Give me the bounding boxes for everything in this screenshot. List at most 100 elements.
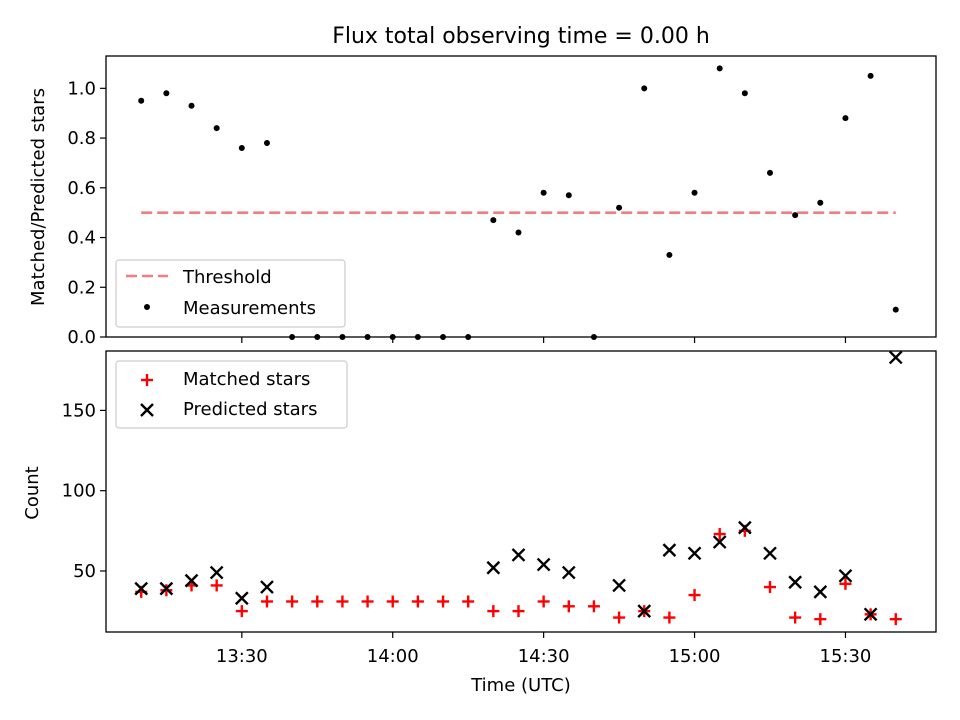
matched-star-point bbox=[487, 605, 500, 618]
measurement-point bbox=[565, 192, 572, 199]
count-y-tick-label: 50 bbox=[73, 561, 96, 582]
predicted-star-point bbox=[134, 581, 149, 596]
measurement-point bbox=[867, 72, 874, 79]
matched-star-point bbox=[437, 595, 450, 608]
predicted-star-point bbox=[184, 573, 199, 588]
predicted-star-point bbox=[788, 575, 803, 590]
chart-title: Flux total observing time = 0.00 h bbox=[332, 24, 710, 49]
predicted-star-point bbox=[687, 546, 702, 561]
measurement-point bbox=[616, 204, 623, 211]
matched-legend-label: Matched stars bbox=[183, 369, 310, 390]
matched-star-point bbox=[764, 581, 776, 594]
predicted-star-point bbox=[209, 565, 224, 580]
x-tick-label: 15:00 bbox=[669, 646, 721, 667]
matched-star-point bbox=[462, 595, 475, 608]
predicted-star-point bbox=[260, 580, 274, 594]
measurement-point bbox=[515, 229, 522, 236]
count-x-ticks: 13:30 14:00 14:30 15:00 15:30 bbox=[216, 632, 872, 667]
measurement-point bbox=[892, 306, 899, 313]
ratio-y-tick-label: 0.2 bbox=[67, 277, 96, 298]
threshold-legend-label: Threshold bbox=[182, 267, 272, 288]
measurement-point bbox=[817, 199, 824, 206]
x-tick-label: 14:30 bbox=[518, 646, 570, 667]
measurements-legend-label: Measurements bbox=[183, 298, 316, 319]
matched-star-point bbox=[814, 613, 827, 626]
measurement-point bbox=[767, 169, 773, 176]
measurement-point bbox=[213, 125, 220, 132]
count-y-tick-label: 150 bbox=[62, 400, 96, 421]
matched-star-point bbox=[260, 595, 273, 608]
count-legend-box bbox=[115, 360, 348, 429]
predicted-star-point bbox=[159, 581, 174, 596]
matched-star-point bbox=[839, 577, 852, 590]
predicted-star-point bbox=[712, 535, 727, 549]
predicted-legend-label: Predicted stars bbox=[183, 399, 317, 420]
predicted-star-point bbox=[662, 543, 677, 557]
ratio-y-tick-label: 0.0 bbox=[67, 327, 96, 348]
matched-star-point bbox=[311, 595, 324, 608]
predicted-star-points bbox=[134, 350, 903, 622]
measurement-point bbox=[842, 115, 849, 122]
matched-star-point bbox=[613, 611, 626, 624]
matched-star-point bbox=[688, 589, 701, 602]
measurement-point bbox=[238, 145, 245, 152]
predicted-star-point bbox=[737, 520, 752, 535]
measurement-point bbox=[691, 189, 698, 196]
matched-star-point bbox=[512, 605, 525, 618]
count-panel: 50 100 150 13:30 14:00 14:30 15:00 15:30 Count… bbox=[22, 350, 937, 696]
matched-star-point bbox=[361, 595, 374, 608]
matched-star-point bbox=[537, 595, 550, 608]
ratio-y-ticks: 0.0 0.2 0.4 0.6 0.8 1.0 bbox=[67, 78, 106, 348]
matched-star-points bbox=[135, 524, 902, 626]
predicted-star-point bbox=[536, 557, 551, 572]
matched-star-point bbox=[336, 595, 349, 608]
predicted-star-point bbox=[763, 546, 777, 561]
ratio-legend-box bbox=[115, 259, 346, 328]
measurement-point bbox=[540, 189, 547, 196]
matched-star-point bbox=[235, 605, 248, 618]
count-legend: Matched stars Predicted stars bbox=[115, 360, 348, 429]
matched-star-point bbox=[411, 595, 424, 608]
matched-star-point bbox=[889, 613, 902, 626]
ratio-y-tick-label: 0.8 bbox=[67, 128, 96, 149]
ratio-legend: Threshold Measurements bbox=[115, 259, 346, 328]
count-y-ticks: 50 100 150 bbox=[62, 400, 106, 582]
matched-star-point bbox=[663, 611, 676, 624]
matched-star-point bbox=[562, 600, 575, 613]
measurement-point bbox=[263, 140, 270, 147]
measurement-point bbox=[490, 217, 497, 224]
matched-legend-marker bbox=[141, 374, 153, 386]
predicted-star-point bbox=[813, 585, 828, 599]
ratio-y-tick-label: 0.6 bbox=[67, 178, 96, 199]
count-y-tick-label: 100 bbox=[62, 481, 96, 502]
measurement-point bbox=[188, 102, 195, 109]
x-axis-label: Time (UTC) bbox=[470, 675, 571, 696]
matched-star-point bbox=[587, 600, 600, 613]
ratio-panel: 0.0 0.2 0.4 0.6 0.8 1.0 Matched/Predicted sta… bbox=[28, 55, 937, 348]
measurement-point bbox=[792, 212, 799, 219]
predicted-star-point bbox=[511, 548, 526, 562]
measurement-points bbox=[138, 65, 899, 340]
measurement-point bbox=[163, 90, 170, 97]
x-tick-label: 15:30 bbox=[820, 646, 872, 667]
matched-star-point bbox=[386, 595, 399, 608]
ratio-y-tick-label: 0.4 bbox=[67, 228, 96, 249]
predicted-star-point bbox=[612, 578, 626, 593]
predicted-star-point bbox=[838, 568, 853, 583]
predicted-legend-marker bbox=[140, 403, 154, 417]
count-y-axis-label: Count bbox=[22, 466, 43, 519]
x-tick-label: 14:00 bbox=[367, 646, 419, 667]
ratio-y-axis-label: Matched/Predicted stars bbox=[28, 88, 49, 306]
count-plot-frame bbox=[105, 350, 937, 633]
matched-star-point bbox=[286, 595, 299, 608]
ratio-plot-frame bbox=[105, 55, 937, 338]
matched-legend-glyph bbox=[141, 374, 153, 386]
matched-star-point bbox=[713, 528, 726, 541]
predicted-star-point bbox=[234, 591, 249, 606]
predicted-star-point bbox=[888, 350, 903, 365]
measurements-legend-marker bbox=[144, 304, 150, 310]
predicted-star-point bbox=[561, 565, 576, 580]
predicted-star-point bbox=[486, 560, 501, 575]
measurement-point bbox=[741, 90, 748, 97]
